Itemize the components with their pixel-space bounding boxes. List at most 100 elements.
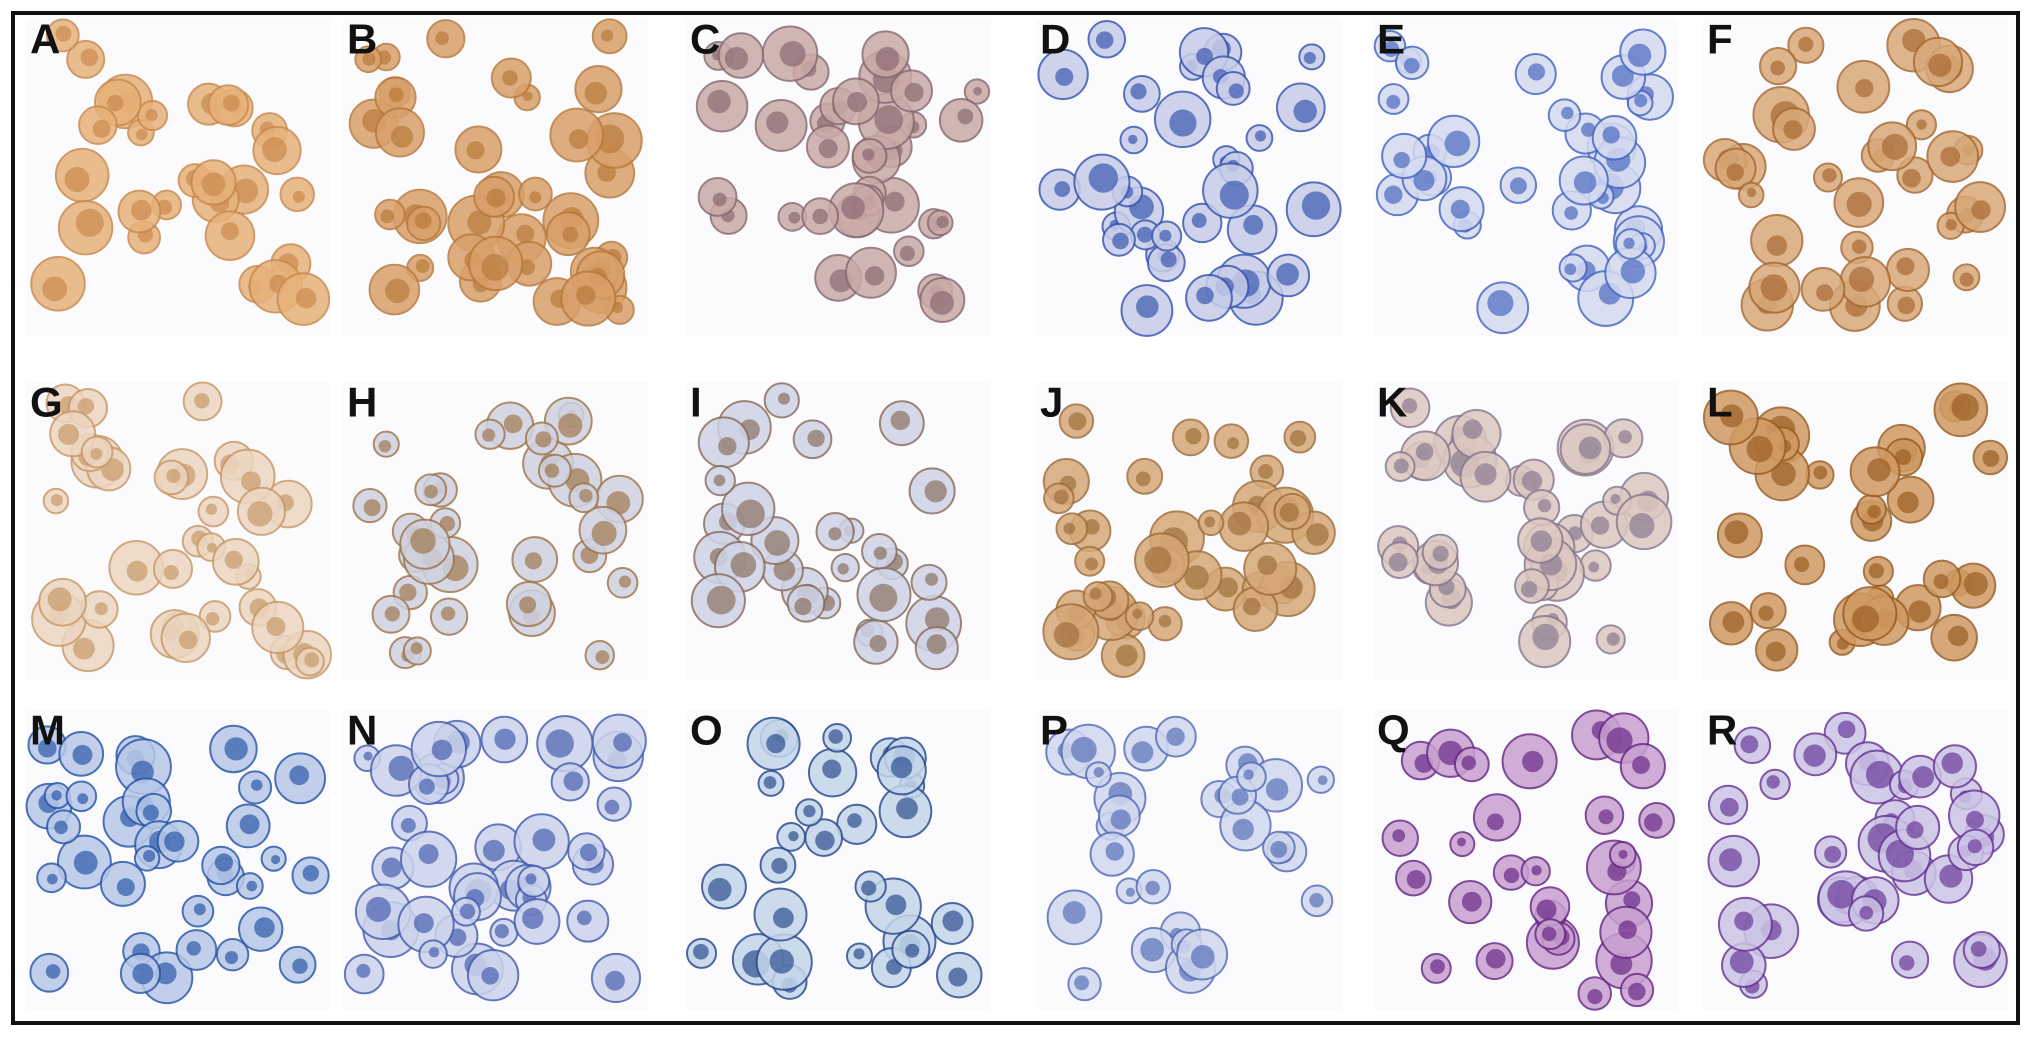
- nucleus: [1265, 778, 1289, 801]
- nucleus: [1522, 750, 1544, 773]
- nucleus: [1798, 36, 1814, 52]
- nucleus: [1258, 464, 1274, 479]
- nucleus: [532, 828, 556, 852]
- nucleus: [1941, 752, 1964, 774]
- nucleus: [1131, 741, 1154, 764]
- nucleus: [562, 226, 579, 243]
- nucleus: [1908, 600, 1931, 623]
- nucleus: [201, 172, 226, 197]
- nucleus: [1509, 177, 1527, 195]
- nucleus: [1384, 185, 1403, 204]
- nucleus: [803, 805, 816, 818]
- nucleus: [1951, 393, 1979, 421]
- nucleus: [1461, 891, 1482, 912]
- nucleus: [936, 215, 949, 229]
- nucleus: [1846, 191, 1872, 217]
- nucleus: [1521, 470, 1543, 492]
- nucleus: [730, 552, 757, 578]
- nucleus: [1928, 53, 1952, 77]
- nucleus: [1803, 744, 1826, 767]
- nucleus: [302, 865, 320, 882]
- nucleus: [1726, 163, 1744, 182]
- nucleus: [418, 778, 435, 795]
- nucleus: [186, 941, 201, 956]
- nucleus: [363, 751, 373, 761]
- nucleus: [1219, 180, 1249, 210]
- nucleus: [1606, 727, 1633, 754]
- nucleus: [861, 880, 877, 896]
- nucleus: [1897, 296, 1916, 315]
- nucleus: [718, 437, 737, 456]
- nucleus: [1618, 430, 1632, 444]
- micrograph-panel: J: [1036, 378, 1341, 680]
- nucleus: [925, 572, 939, 586]
- nucleus: [1758, 605, 1774, 621]
- nucleus: [1899, 955, 1915, 971]
- nucleus: [1401, 398, 1418, 414]
- nucleus: [92, 119, 111, 138]
- nucleus: [292, 190, 305, 203]
- panel-label: H: [347, 378, 377, 425]
- nucleus: [1071, 736, 1097, 763]
- nucleus: [482, 839, 505, 862]
- nucleus: [1415, 443, 1434, 461]
- nucleus: [1393, 151, 1410, 169]
- micrograph-panel: C: [686, 15, 991, 337]
- nucleus: [973, 86, 982, 96]
- nucleus: [595, 650, 610, 665]
- nucleus: [1279, 502, 1299, 522]
- nucleus: [1136, 295, 1159, 319]
- nucleus: [1634, 94, 1648, 108]
- nucleus: [706, 585, 736, 615]
- nucleus: [777, 392, 790, 405]
- nucleus: [1105, 842, 1125, 861]
- nucleus: [414, 212, 432, 230]
- nucleus: [399, 583, 417, 602]
- nucleus: [390, 125, 414, 148]
- nucleus: [1537, 498, 1552, 513]
- nucleus: [1939, 864, 1963, 888]
- nucleus: [869, 635, 887, 653]
- nucleus: [1771, 461, 1796, 487]
- nucleus: [1760, 274, 1788, 302]
- nucleus: [812, 208, 829, 225]
- nucleus: [1432, 545, 1449, 562]
- nucleus: [1144, 546, 1172, 574]
- nucleus: [363, 499, 381, 517]
- nucleus: [1959, 272, 1974, 287]
- nucleus: [1982, 449, 2000, 467]
- nucleus: [1462, 419, 1483, 440]
- nucleus: [428, 946, 440, 958]
- nucleus: [713, 474, 726, 487]
- nucleus: [707, 877, 732, 902]
- micrograph-panel: N: [343, 706, 648, 1010]
- panel-label: J: [1040, 378, 1063, 425]
- nucleus: [410, 642, 423, 655]
- nucleus: [1160, 251, 1177, 268]
- nucleus: [1623, 237, 1635, 249]
- nucleus: [613, 733, 632, 752]
- nucleus: [1196, 286, 1214, 305]
- nucleus: [57, 423, 80, 445]
- nucleus: [1867, 458, 1891, 482]
- nucleus: [1169, 109, 1197, 137]
- nucleus: [1912, 766, 1935, 788]
- nucleus: [1729, 949, 1754, 974]
- nucleus: [51, 790, 62, 801]
- nucleus: [1227, 511, 1252, 536]
- nucleus: [1317, 775, 1328, 786]
- nucleus: [1125, 887, 1136, 897]
- nucleus: [1386, 94, 1401, 109]
- nucleus: [841, 195, 865, 220]
- nucleus: [1257, 555, 1277, 575]
- panel-label: C: [690, 15, 720, 62]
- nucleus: [1289, 430, 1307, 447]
- nucleus: [862, 148, 875, 161]
- nucleus: [930, 290, 955, 315]
- nucleus: [873, 546, 888, 560]
- nucleus: [1430, 959, 1445, 975]
- nucleus: [241, 471, 261, 492]
- nucleus: [80, 48, 99, 67]
- nucleus: [788, 211, 801, 224]
